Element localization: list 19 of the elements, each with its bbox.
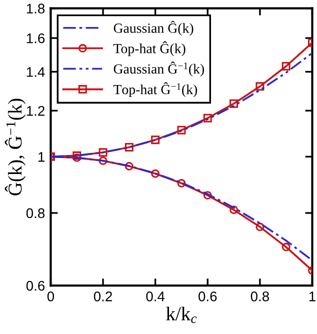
x-tick-label: 1 <box>309 292 316 302</box>
y-tick-label: 0.6 <box>26 280 45 291</box>
x-tick-label: 0.4 <box>146 291 165 302</box>
x-tick-label: 0.2 <box>94 291 112 302</box>
y-tick-label: 1 <box>38 152 44 162</box>
legend-label: Top-hat Ĝ$^{−1}$(k) <box>113 82 198 98</box>
y-axis-title: Ĝ(k), Ĝ$^{−1}$(k) <box>4 98 26 196</box>
y-tick-label: 0.8 <box>26 208 45 218</box>
x-tick-label: 0.8 <box>250 291 269 302</box>
y-tick-label: 1.8 <box>26 4 45 14</box>
y-tick-label: 1.2 <box>26 106 44 116</box>
x-tick-label: 0.6 <box>198 291 217 302</box>
legend-label: Gaussian Ĝ$^{−1}$(k) <box>114 62 204 76</box>
y-tick-label: 1.6 <box>26 33 45 44</box>
x-tick-label: 0 <box>47 291 54 302</box>
y-tick-label: 1.4 <box>26 67 45 77</box>
legend-label: Top-hat Ĝ(k) <box>113 41 186 56</box>
legend-label: Gaussian Ĝ(k) <box>114 20 194 36</box>
x-axis-title: k/k$_{c}$ <box>166 306 197 324</box>
